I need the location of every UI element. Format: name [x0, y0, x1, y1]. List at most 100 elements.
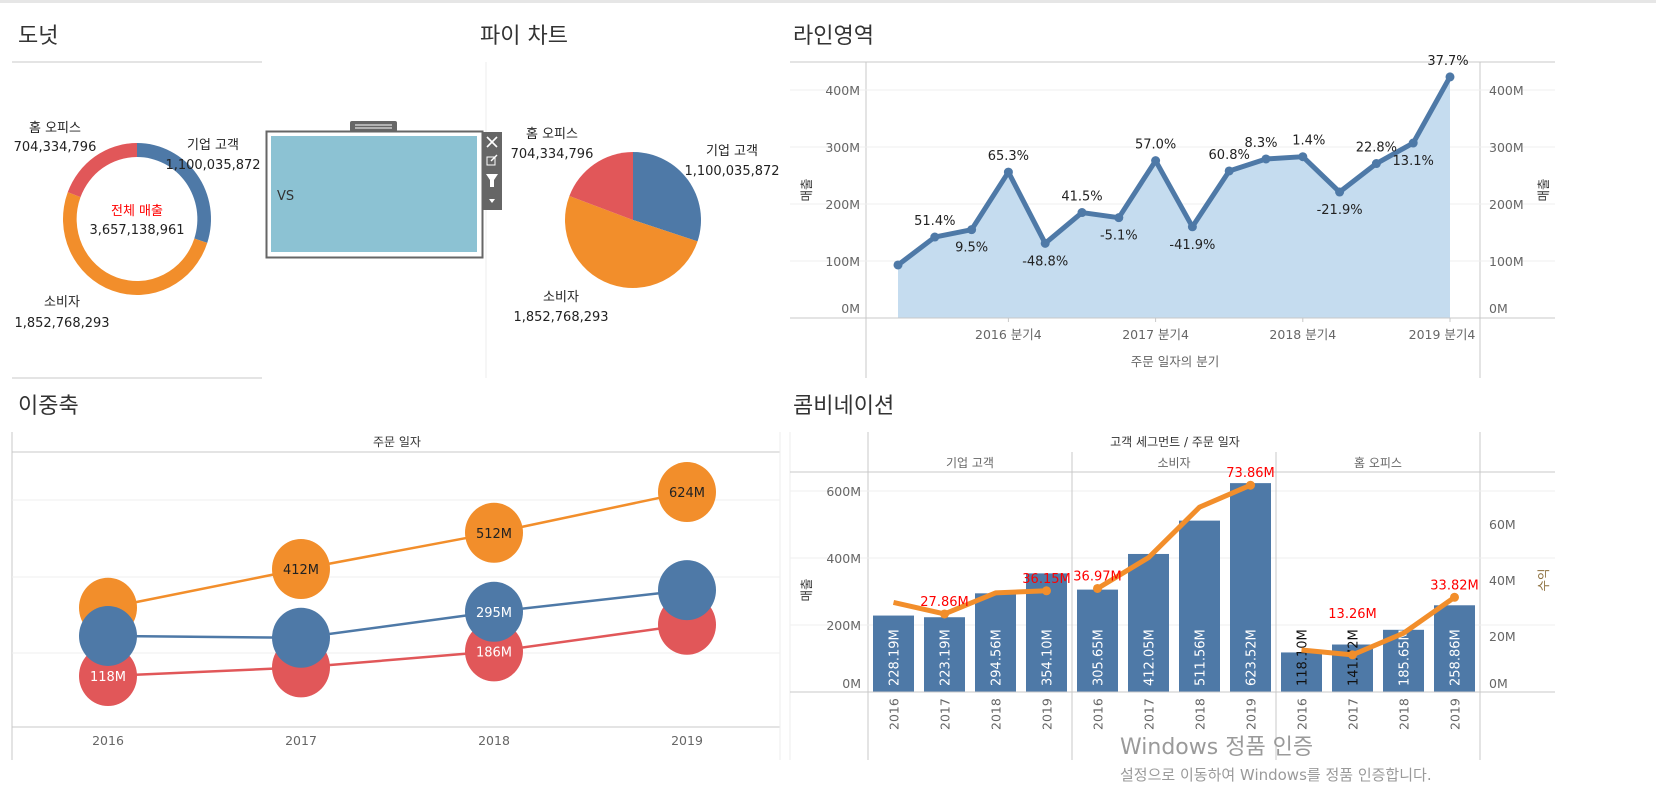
bar[interactable]: [1281, 652, 1322, 692]
y-tick-label-right: 60M: [1489, 517, 1516, 532]
data-point[interactable]: [1371, 159, 1381, 169]
data-circle[interactable]: [79, 605, 137, 666]
slice[interactable]: [137, 143, 211, 243]
y-tick-label-right: 20M: [1489, 629, 1516, 644]
bar-label: 185.65M: [1398, 629, 1413, 686]
pane-header: 홈 오피스: [1354, 456, 1402, 470]
bar-label: 118.10M: [1296, 629, 1311, 686]
combination-chart[interactable]: 콤비네이션 고객 세그먼트 / 주문 일자 0M 200M 400M 600M 0M 20…: [789, 394, 1555, 760]
pie-label-corporate: 기업 고객: [706, 144, 758, 159]
profit-line: [1096, 482, 1252, 591]
bar[interactable]: [1434, 605, 1475, 692]
series-line: [107, 490, 688, 609]
y-axis-title: 매출: [799, 178, 814, 201]
column-header: 주문 일자: [373, 435, 421, 449]
slice[interactable]: [67, 143, 137, 198]
data-circle[interactable]: [272, 539, 330, 600]
data-circle[interactable]: [272, 607, 330, 668]
widget-text: VS: [277, 189, 294, 204]
y-tick-label: 300M: [825, 140, 860, 155]
data-point[interactable]: [1445, 72, 1455, 82]
combination-title: 콤비네이션: [793, 394, 894, 419]
data-point[interactable]: [1408, 138, 1418, 148]
bar[interactable]: [924, 617, 965, 692]
pie-title: 파이 차트: [480, 24, 568, 49]
donut-center-value: 3,657,138,961: [89, 223, 184, 238]
x-tick-label: 2018: [1397, 698, 1412, 730]
donut-title: 도넛: [18, 24, 58, 49]
data-point[interactable]: [1187, 222, 1197, 232]
y-tick-label-right: 400M: [1489, 83, 1524, 98]
profit-line: [892, 588, 1047, 617]
x-tick-label: 2019: [1244, 698, 1259, 730]
y-tick-label: 200M: [826, 618, 861, 633]
drag-handle[interactable]: [350, 121, 397, 132]
floating-object[interactable]: VS: [265, 121, 503, 259]
data-circle[interactable]: [465, 502, 523, 563]
y-tick-label-right: 200M: [1489, 197, 1524, 212]
data-point[interactable]: [1003, 167, 1013, 177]
pie-label-consumer: 소비자: [543, 290, 579, 305]
bar[interactable]: [873, 615, 914, 692]
data-point[interactable]: [1335, 187, 1345, 197]
data-circle[interactable]: [658, 560, 716, 621]
data-label: -41.9%: [1169, 238, 1215, 253]
data-point[interactable]: [967, 225, 977, 235]
data-label: 60.8%: [1209, 148, 1250, 163]
data-point[interactable]: [1077, 208, 1087, 218]
donut-label-home-office: 홈 오피스: [29, 121, 81, 136]
data-point[interactable]: [1261, 154, 1271, 164]
widget-content[interactable]: [271, 136, 477, 252]
slice[interactable]: [633, 152, 701, 242]
dropdown-arrow-icon[interactable]: [489, 199, 495, 203]
close-icon[interactable]: [486, 136, 498, 148]
data-point[interactable]: [930, 232, 940, 242]
data-label: 1.4%: [1292, 134, 1325, 149]
bar-label: 258.86M: [1449, 629, 1464, 686]
y-tick-label-right: 0M: [1489, 301, 1508, 316]
pie-chart[interactable]: 파이 차트 홈 오피스 704,334,796 기업 고객 1,100,035,…: [480, 24, 780, 378]
x-tick-label: 2016: [1091, 698, 1106, 730]
profit-label: 36.97M: [1073, 569, 1121, 584]
data-circle[interactable]: [465, 581, 523, 642]
x-tick-label: 2018 분기4: [1269, 327, 1336, 342]
bar[interactable]: [1077, 589, 1118, 692]
data-point[interactable]: [1298, 152, 1308, 162]
data-point[interactable]: [1224, 166, 1234, 176]
profit-point: [1450, 592, 1459, 602]
profit-point: [940, 609, 949, 619]
slice[interactable]: [569, 152, 633, 220]
bar[interactable]: [1230, 483, 1271, 692]
donut-center-label: 전체 매출: [111, 204, 163, 219]
data-point[interactable]: [893, 260, 903, 270]
profit-point: [1246, 480, 1255, 490]
data-circle[interactable]: [658, 462, 716, 523]
pane-header: 기업 고객: [946, 456, 994, 470]
column-header: 고객 세그먼트 / 주문 일자: [1110, 435, 1240, 449]
y-axis-title: 매출: [799, 578, 814, 601]
data-label: 295M: [476, 606, 512, 621]
data-point[interactable]: [1114, 213, 1124, 223]
x-tick-label: 2016: [887, 698, 902, 730]
bar[interactable]: [975, 593, 1016, 692]
slice[interactable]: [63, 192, 208, 296]
line-area-chart[interactable]: 라인영역 0M 0M 100M 100M 200M 200M 300M 300M 400M 400…: [790, 24, 1555, 378]
filter-icon[interactable]: [486, 174, 498, 187]
bar[interactable]: [1128, 553, 1169, 692]
windows-activation-watermark: Windows 정품 인증 설정으로 이동하여 Windows를 정품 인증합니…: [1120, 735, 1432, 784]
data-label: 512M: [476, 527, 512, 542]
data-label: 624M: [669, 486, 705, 501]
bar[interactable]: [1179, 520, 1220, 692]
data-point[interactable]: [1151, 156, 1161, 166]
donut-chart[interactable]: 도넛 전체 매출 3,657,138,961 홈 오피스 704,334,796…: [12, 24, 262, 379]
data-point[interactable]: [1040, 238, 1050, 248]
x-tick-label: 2016 분기4: [975, 327, 1042, 342]
data-label: -21.9%: [1317, 203, 1363, 218]
x-tick-label: 2017: [938, 698, 953, 730]
slice[interactable]: [564, 196, 698, 289]
x-tick-label: 2017: [1142, 698, 1157, 730]
dual-axis-chart[interactable]: 이중축 주문 일자 412M 512M 624M 118M 186M 295M 2016 20…: [11, 394, 781, 760]
open-external-icon[interactable]: [486, 154, 498, 166]
pie-value-home-office: 704,334,796: [511, 147, 594, 162]
data-label: 51.4%: [914, 214, 955, 229]
